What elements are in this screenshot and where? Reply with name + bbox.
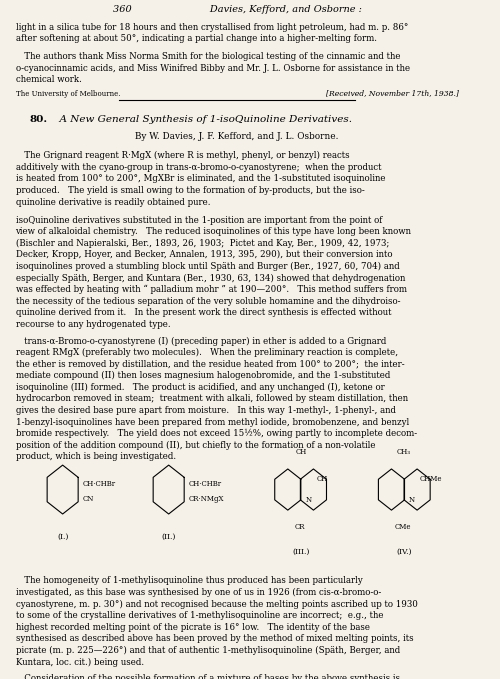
Text: isoquinoline (III) formed.   The product is acidified, and any unchanged (I), ke: isoquinoline (III) formed. The product i… xyxy=(16,383,384,392)
Text: synthesised as described above has been proved by the method of mixed melting po: synthesised as described above has been … xyxy=(16,634,413,643)
Text: bromide respectively.   The yield does not exceed 15½%, owing partly to incomple: bromide respectively. The yield does not… xyxy=(16,429,416,439)
Text: recourse to any hydrogenated type.: recourse to any hydrogenated type. xyxy=(16,320,170,329)
Text: light in a silica tube for 18 hours and then crystallised from light petroleum, : light in a silica tube for 18 hours and … xyxy=(16,22,408,32)
Text: isoQuinoline derivatives substituted in the 1-position are important from the po: isoQuinoline derivatives substituted in … xyxy=(16,215,382,225)
Text: mediate compound (II) then loses magnesium halogenobromide, and the 1-substitute: mediate compound (II) then loses magnesi… xyxy=(16,371,390,380)
Text: o-cyanocinnamic acids, and Miss Winifred Bibby and Mr. J. L. Osborne for assista: o-cyanocinnamic acids, and Miss Winifred… xyxy=(16,64,409,73)
Text: CH: CH xyxy=(296,448,307,456)
Text: A New General Synthesis of 1-isoQuinoline Derivatives.: A New General Synthesis of 1-isoQuinolin… xyxy=(53,115,352,124)
Text: Decker, Kropp, Hoyer, and Becker, Annalen, 1913, 395, 290), but their conversion: Decker, Kropp, Hoyer, and Becker, Annale… xyxy=(16,251,392,259)
Text: reagent RMgX (preferably two molecules).   When the preliminary reaction is comp: reagent RMgX (preferably two molecules).… xyxy=(16,348,398,357)
Text: picrate (m. p. 225—226°) and that of authentic 1-methylisoquinoline (Späth, Berg: picrate (m. p. 225—226°) and that of aut… xyxy=(16,646,400,655)
Text: (III.): (III.) xyxy=(292,547,310,555)
Text: product, which is being investigated.: product, which is being investigated. xyxy=(16,452,175,461)
Text: CR: CR xyxy=(294,523,305,531)
Text: [Received, November 17th, 1938.]: [Received, November 17th, 1938.] xyxy=(326,90,458,98)
Text: cyanostyrene, m. p. 30°) and not recognised because the melting points ascribed : cyanostyrene, m. p. 30°) and not recogni… xyxy=(16,600,417,608)
Text: is heated from 100° to 200°, MgXBr is eliminated, and the 1-substituted isoquino: is heated from 100° to 200°, MgXBr is el… xyxy=(16,175,385,183)
Text: 80.: 80. xyxy=(30,115,48,124)
Text: CN: CN xyxy=(82,494,94,502)
Text: CR·NMgX: CR·NMgX xyxy=(188,494,224,502)
Text: CH₃: CH₃ xyxy=(396,448,410,456)
Text: quinoline derived from it.   In the present work the direct synthesis is effecte: quinoline derived from it. In the presen… xyxy=(16,308,391,317)
Text: hydrocarbon removed in steam;  treatment with alkali, followed by steam distilla: hydrocarbon removed in steam; treatment … xyxy=(16,394,407,403)
Text: additively with the cyano-group in trans-α-bromo-o-cyanostyrene;  when the produ: additively with the cyano-group in trans… xyxy=(16,163,381,172)
Text: after softening at about 50°, indicating a partial change into a higher-melting : after softening at about 50°, indicating… xyxy=(16,34,376,43)
Text: gives the desired base pure apart from moisture.   In this way 1-methyl-, 1-phen: gives the desired base pure apart from m… xyxy=(16,406,396,415)
Text: The homogeneity of 1-methylisoquinoline thus produced has been particularly: The homogeneity of 1-methylisoquinoline … xyxy=(16,576,362,585)
Text: CH: CH xyxy=(317,475,328,483)
Text: position of the addition compound (II), but chiefly to the formation of a non-vo: position of the addition compound (II), … xyxy=(16,441,375,449)
Text: (I.): (I.) xyxy=(57,533,68,541)
Text: (Bischler and Napieralski, Ber., 1893, 26, 1903;  Pictet and Kay, Ber., 1909, 42: (Bischler and Napieralski, Ber., 1893, 2… xyxy=(16,239,389,248)
Text: CMe: CMe xyxy=(395,523,411,531)
Text: view of alkaloidal chemistry.   The reduced isoquinolines of this type have long: view of alkaloidal chemistry. The reduce… xyxy=(16,227,411,236)
Text: chemical work.: chemical work. xyxy=(16,75,82,84)
Text: highest recorded melting point of the picrate is 16° low.   The identity of the : highest recorded melting point of the pi… xyxy=(16,623,370,631)
Text: The University of Melbourne.: The University of Melbourne. xyxy=(16,90,120,98)
Text: Consideration of the possible formation of a mixture of bases by the above synth: Consideration of the possible formation … xyxy=(16,674,400,679)
Text: N: N xyxy=(306,496,312,504)
Text: The Grignard reagent R·MgX (where R is methyl, phenyl, or benzyl) reacts: The Grignard reagent R·MgX (where R is m… xyxy=(16,151,349,160)
Text: N: N xyxy=(409,496,415,504)
Text: to some of the crystalline derivatives of 1-methylisoquinoline are incorrect;  e: to some of the crystalline derivatives o… xyxy=(16,611,383,620)
Text: especially Späth, Berger, and Kuntara (Ber., 1930, 63, 134) showed that dehydrog: especially Späth, Berger, and Kuntara (B… xyxy=(16,274,405,282)
Text: quinoline derivative is readily obtained pure.: quinoline derivative is readily obtained… xyxy=(16,198,210,206)
Text: 360                         Davies, Kefford, and Osborne :: 360 Davies, Kefford, and Osborne : xyxy=(112,5,362,14)
Text: the ether is removed by distillation, and the residue heated from 100° to 200°; : the ether is removed by distillation, an… xyxy=(16,360,404,369)
Text: investigated, as this base was synthesised by one of us in 1926 (from cis-α-brom: investigated, as this base was synthesis… xyxy=(16,588,381,597)
Text: Kuntara, loc. cit.) being used.: Kuntara, loc. cit.) being used. xyxy=(16,657,144,667)
Text: CHMe: CHMe xyxy=(420,475,442,483)
Text: was effected by heating with “ palladium mohr ” at 190—200°.   This method suffe: was effected by heating with “ palladium… xyxy=(16,285,406,295)
Text: produced.   The yield is small owing to the formation of by-products, but the is: produced. The yield is small owing to th… xyxy=(16,186,364,195)
Text: trans-α-Bromo-o-cyanostyrene (I) (preceding paper) in ether is added to a Grigna: trans-α-Bromo-o-cyanostyrene (I) (preced… xyxy=(16,337,386,346)
Text: the necessity of the tedious separation of the very soluble homamine and the dih: the necessity of the tedious separation … xyxy=(16,297,400,306)
Text: By W. Davies, J. F. Kefford, and J. L. Osborne.: By W. Davies, J. F. Kefford, and J. L. O… xyxy=(135,132,339,141)
Text: (IV.): (IV.) xyxy=(396,547,412,555)
Text: isoquinolines proved a stumbling block until Späth and Burger (Ber., 1927, 60, 7: isoquinolines proved a stumbling block u… xyxy=(16,262,400,271)
Text: CH·CHBr: CH·CHBr xyxy=(82,481,116,488)
Text: The authors thank Miss Norma Smith for the biological testing of the cinnamic an: The authors thank Miss Norma Smith for t… xyxy=(16,52,400,61)
Text: (II.): (II.) xyxy=(162,533,176,541)
Text: CH·CHBr: CH·CHBr xyxy=(188,481,222,488)
Text: 1-benzyl-isoquinolines have been prepared from methyl iodide, bromobenzene, and : 1-benzyl-isoquinolines have been prepare… xyxy=(16,418,409,426)
